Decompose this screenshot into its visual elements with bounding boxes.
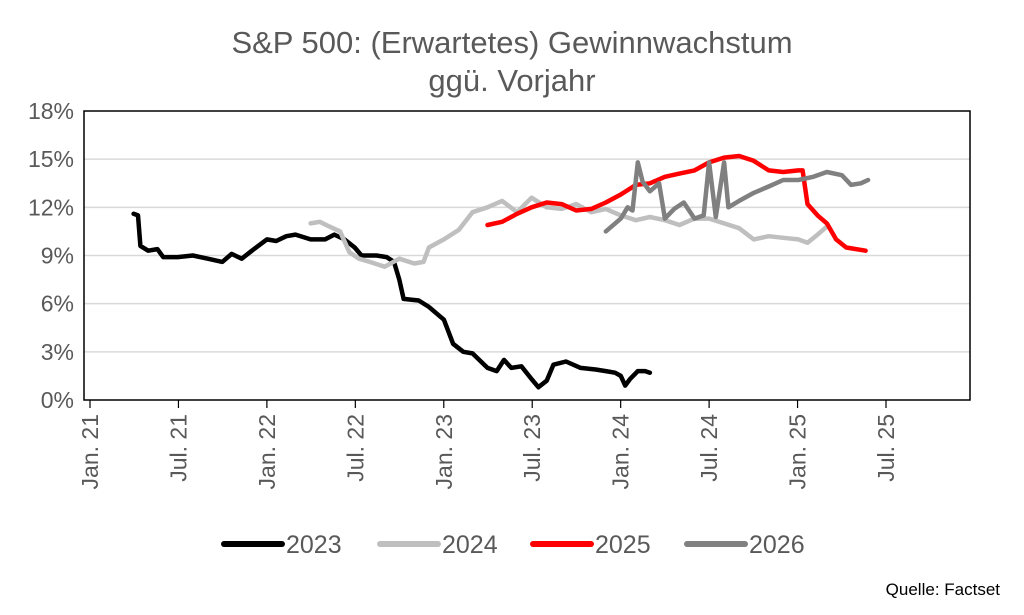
series-line-2023 <box>131 211 653 390</box>
series-lines <box>131 153 871 390</box>
source-note: Quelle: Factset <box>885 580 1000 599</box>
y-axis-ticks: 0% 3% 6% 9% 12% 15% 18% <box>28 98 74 413</box>
y-tick-label: 12% <box>28 194 74 220</box>
x-axis-ticks: Jan. 21 Jul. 21 Jan. 22 Jul. 22 Jan. 23 Jul. … <box>77 400 899 489</box>
x-tick-label: Jan. 21 <box>77 414 103 489</box>
series-line-2024 <box>308 195 830 269</box>
series-line-2026 <box>603 160 871 234</box>
x-tick-label: Jul. 22 <box>342 414 368 482</box>
y-tick-label: 0% <box>41 387 74 413</box>
y-tick-label: 9% <box>41 243 74 269</box>
series-line-2025 <box>485 153 868 253</box>
y-tick-label: 3% <box>41 339 74 365</box>
x-tick-label: Jul. 23 <box>519 414 545 482</box>
chart-title: S&P 500: (Erwartetes) Gewinnwachstum ggü… <box>0 24 1024 100</box>
x-tick-label: Jul. 25 <box>873 414 899 482</box>
chart-title-line2: ggü. Vorjahr <box>428 63 596 98</box>
y-tick-label: 15% <box>28 146 74 172</box>
legend-label-2023: 2023 <box>286 531 342 559</box>
x-tick-label: Jan. 24 <box>608 414 634 490</box>
legend-label-2026: 2026 <box>749 531 805 559</box>
x-tick-label: Jul. 24 <box>696 414 722 482</box>
x-tick-label: Jan. 22 <box>254 414 280 489</box>
plot-area-frame <box>83 110 971 401</box>
x-tick-label: Jul. 21 <box>165 414 191 482</box>
grid-lines <box>84 158 970 353</box>
x-tick-label: Jan. 25 <box>785 414 811 489</box>
legend-label-2025: 2025 <box>595 531 651 559</box>
chart-title-line1: S&P 500: (Erwartetes) Gewinnwachstum <box>231 25 793 60</box>
legend: 2023 2024 2025 2026 <box>221 531 805 559</box>
x-tick-label: Jan. 23 <box>431 414 457 489</box>
y-tick-label: 6% <box>41 291 74 317</box>
legend-label-2024: 2024 <box>442 531 498 559</box>
y-tick-label: 18% <box>28 98 74 124</box>
